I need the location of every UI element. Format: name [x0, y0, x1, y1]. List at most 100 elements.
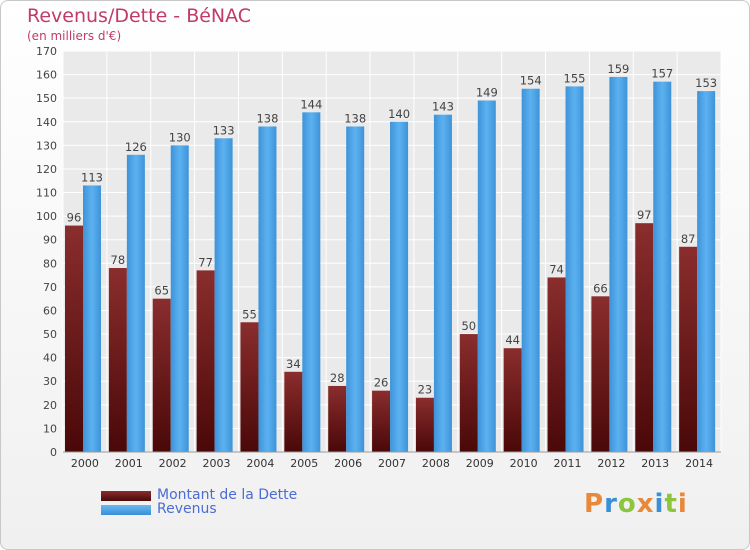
logo-letter: r [604, 489, 618, 519]
y-tick-label: 150 [36, 92, 57, 105]
y-tick-label: 40 [43, 352, 57, 365]
data-label-debt: 96 [67, 211, 82, 225]
x-tick-label: 2007 [378, 457, 406, 470]
bars-layer [65, 76, 716, 453]
bar-revenus [258, 126, 277, 452]
data-label-revenus: 130 [169, 130, 191, 144]
bar-revenus [390, 121, 409, 452]
data-label-debt: 78 [111, 253, 126, 267]
y-tick-label: 140 [36, 116, 57, 129]
logo-letter: i [677, 489, 688, 519]
bar-debt [196, 270, 215, 452]
bar-debt [328, 385, 347, 452]
x-tick-label: 2009 [466, 457, 494, 470]
bar-revenus [346, 126, 365, 452]
data-label-debt: 97 [637, 208, 652, 222]
y-tick-label: 130 [36, 139, 57, 152]
x-tick-label: 2010 [510, 457, 538, 470]
bar-debt [459, 334, 478, 452]
data-label-debt: 66 [593, 281, 608, 295]
bar-debt [415, 397, 434, 452]
bar-revenus [83, 185, 101, 452]
y-tick-label: 70 [43, 281, 57, 294]
y-tick-label: 50 [43, 328, 57, 341]
y-tick-label: 160 [36, 69, 57, 82]
legend-swatch-debt [101, 491, 151, 501]
data-label-debt: 50 [461, 319, 476, 333]
axis-layer: 0 10 20 30 40 50 60 70 80 90 100 110 120 130 140 150 160… [36, 45, 721, 470]
logo-letter: x [636, 489, 655, 519]
x-tick-label: 2013 [641, 457, 669, 470]
data-label-revenus: 153 [695, 76, 717, 90]
y-tick-label: 90 [43, 234, 57, 247]
y-tick-label: 80 [43, 257, 57, 270]
bar-debt [108, 268, 127, 452]
legend-label-revenus: Revenus [157, 501, 217, 517]
data-label-revenus: 154 [520, 74, 542, 88]
bar-revenus [697, 91, 716, 452]
data-label-revenus: 149 [476, 86, 498, 100]
bar-debt [591, 296, 610, 452]
data-label-revenus: 144 [300, 97, 322, 111]
x-tick-label: 2003 [203, 457, 231, 470]
data-label-debt: 74 [549, 262, 564, 276]
x-tick-label: 2011 [553, 457, 581, 470]
bar-debt [547, 277, 566, 452]
data-label-debt: 28 [330, 371, 345, 385]
bar-revenus [477, 100, 496, 453]
y-tick-label: 30 [43, 375, 57, 388]
x-tick-label: 2008 [422, 457, 450, 470]
data-label-revenus: 155 [564, 71, 586, 85]
data-label-debt: 34 [286, 357, 301, 371]
y-tick-label: 120 [36, 163, 57, 176]
chart-subtitle: (en milliers d'€) [27, 29, 122, 43]
x-tick-label: 2014 [685, 457, 713, 470]
bar-debt [65, 225, 83, 452]
x-tick-label: 2001 [115, 457, 143, 470]
data-label-revenus: 126 [125, 140, 147, 154]
bar-revenus [521, 88, 540, 452]
bar-revenus [609, 76, 628, 453]
labels-layer: 96 113 78 126 65 130 77 133 55 138 34 144 28 138 26 140… [67, 62, 717, 397]
data-label-debt: 77 [198, 255, 213, 269]
data-label-debt: 55 [242, 307, 257, 321]
data-label-revenus: 140 [388, 107, 410, 121]
legend-swatch-revenus [101, 505, 151, 515]
bar-revenus [214, 138, 233, 452]
bar-debt [635, 223, 654, 452]
x-tick-label: 2005 [290, 457, 318, 470]
x-tick-label: 2004 [246, 457, 274, 470]
data-label-debt: 44 [505, 333, 520, 347]
logo-letter: i [654, 489, 665, 519]
y-tick-label: 20 [43, 399, 57, 412]
logo-letter: t [664, 489, 678, 519]
legend-label-debt: Montant de la Dette [157, 487, 298, 503]
bar-debt [152, 298, 171, 452]
x-tick-label: 2002 [159, 457, 187, 470]
y-tick-label: 100 [36, 210, 57, 223]
data-label-debt: 87 [681, 232, 696, 246]
y-tick-label: 60 [43, 304, 57, 317]
data-label-debt: 23 [418, 383, 433, 397]
bar-revenus [433, 114, 452, 452]
data-label-revenus: 157 [651, 67, 673, 81]
y-tick-label: 110 [36, 187, 57, 200]
bar-revenus [126, 154, 145, 452]
bar-revenus [565, 86, 584, 452]
y-tick-label: 10 [43, 422, 57, 435]
data-label-revenus: 133 [213, 123, 235, 137]
bar-revenus [653, 81, 672, 452]
bar-debt [240, 322, 259, 452]
bar-debt [503, 348, 522, 452]
data-label-debt: 26 [374, 376, 389, 390]
x-tick-label: 2006 [334, 457, 362, 470]
bar-revenus [302, 112, 321, 453]
data-label-revenus: 138 [344, 111, 366, 125]
logo-letter: P [584, 489, 605, 519]
data-label-debt: 65 [154, 284, 169, 298]
data-label-revenus: 159 [607, 62, 629, 76]
chart-title: Revenus/Dette - BéNAC [27, 5, 252, 27]
logo-letter: o [617, 489, 637, 519]
